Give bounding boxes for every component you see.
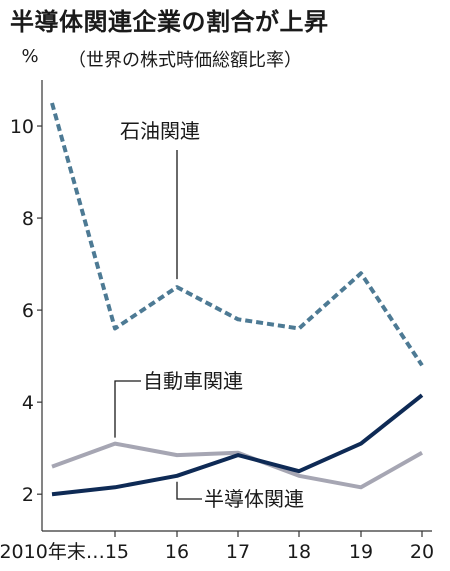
series-line [51, 441, 423, 490]
x-tick-label: 20 [410, 541, 434, 563]
y-tick-label: 2 [22, 484, 34, 506]
series-label: 石油関連 [120, 119, 200, 143]
y-tick-label: 6 [22, 300, 34, 322]
x-tick-label: 17 [226, 541, 250, 563]
series-line [50, 102, 424, 367]
x-tick-label: 16 [165, 541, 189, 563]
y-tick-label: 8 [22, 208, 34, 230]
y-tick-label: 10 [10, 116, 34, 138]
series-layer [50, 102, 424, 497]
y-unit-label: % [21, 46, 38, 67]
x-tick-label: 18 [287, 541, 311, 563]
chart-subtitle: （世界の株式時価総額比率） [68, 50, 302, 71]
series-label: 半導体関連 [204, 487, 304, 511]
leader-line [114, 380, 141, 438]
chart-title: 半導体関連企業の割合が上昇 [10, 8, 329, 36]
leader-line [176, 481, 202, 500]
y-tick-label: 4 [22, 392, 34, 414]
x-tick-label: 19 [349, 541, 373, 563]
x-tick-label: 2010年末…15 [0, 541, 129, 563]
series-label: 自動車関連 [143, 369, 243, 393]
axes: % 2 4 6 8 10 2010年末…15 16 17 18 19 20 [0, 46, 434, 563]
